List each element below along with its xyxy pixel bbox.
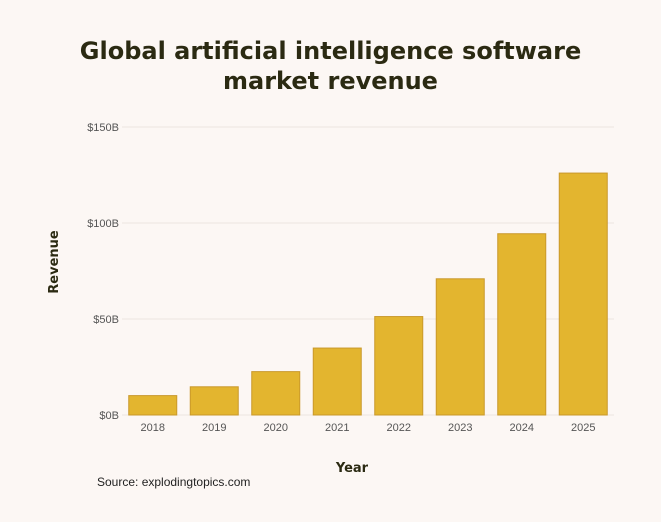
bar-2023 [435,278,485,416]
x-tick-label: 2021 [325,422,349,434]
x-tick-label: 2020 [264,422,288,434]
x-tick-label: 2018 [141,422,165,434]
chart-title-line-1: Global artificial intelligence software [79,37,582,65]
x-tick-label: 2025 [571,422,595,434]
bar-2019 [189,386,239,416]
chart-title-line-2: market revenue [223,67,438,95]
bar-2025 [558,172,608,416]
y-tick-label: $100B [87,218,119,230]
bar-2024 [497,233,547,416]
x-axis-label: Year [335,461,369,476]
bar-2018 [128,395,178,416]
bar-2022 [374,316,424,416]
bar-2020 [251,371,301,416]
x-tick-label: 2023 [448,422,472,434]
y-tick-label: $150B [87,122,119,134]
x-tick-label: 2022 [387,422,411,434]
chart-title: Global artificial intelligence software … [0,36,661,96]
y-tick-label: $50B [93,314,119,326]
x-tick-label: 2024 [510,422,534,434]
y-tick-label: $0B [99,410,119,422]
y-axis-label: Revenue [47,230,62,294]
bar-2021 [312,347,362,416]
source-note: Source: explodingtopics.com [97,475,251,489]
x-tick-label: 2019 [202,422,226,434]
